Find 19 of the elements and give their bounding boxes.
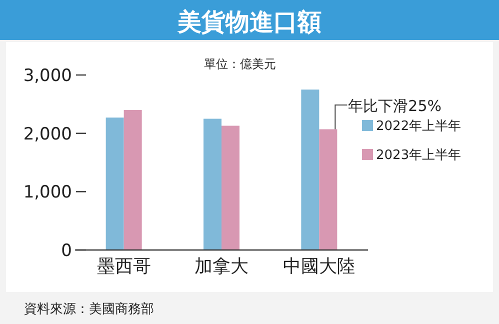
legend-label: 2022年上半年 bbox=[376, 119, 462, 134]
bar bbox=[222, 126, 240, 250]
bar bbox=[204, 118, 222, 250]
source-note: 資料來源：美國商務部 bbox=[24, 301, 154, 317]
legend-label: 2023年上半年 bbox=[376, 148, 462, 163]
chart-subtitle: 單位：億美元 bbox=[204, 57, 276, 71]
x-tick-label: 中國大陸 bbox=[283, 256, 356, 277]
bar bbox=[124, 110, 142, 250]
y-tick-label: 2,000 bbox=[23, 124, 72, 144]
bar bbox=[106, 118, 124, 250]
bar bbox=[319, 129, 338, 250]
y-tick-label: 0 bbox=[61, 241, 72, 261]
y-tick-label: 3,000 bbox=[23, 66, 72, 86]
chart-title: 美貨物進口額 bbox=[176, 8, 322, 36]
bar bbox=[301, 90, 320, 250]
annotation: 年比下滑25% bbox=[348, 97, 442, 115]
x-tick-label: 加拿大 bbox=[194, 256, 248, 277]
y-tick-label: 1,000 bbox=[23, 182, 72, 203]
x-tick-label: 墨西哥 bbox=[96, 256, 151, 277]
